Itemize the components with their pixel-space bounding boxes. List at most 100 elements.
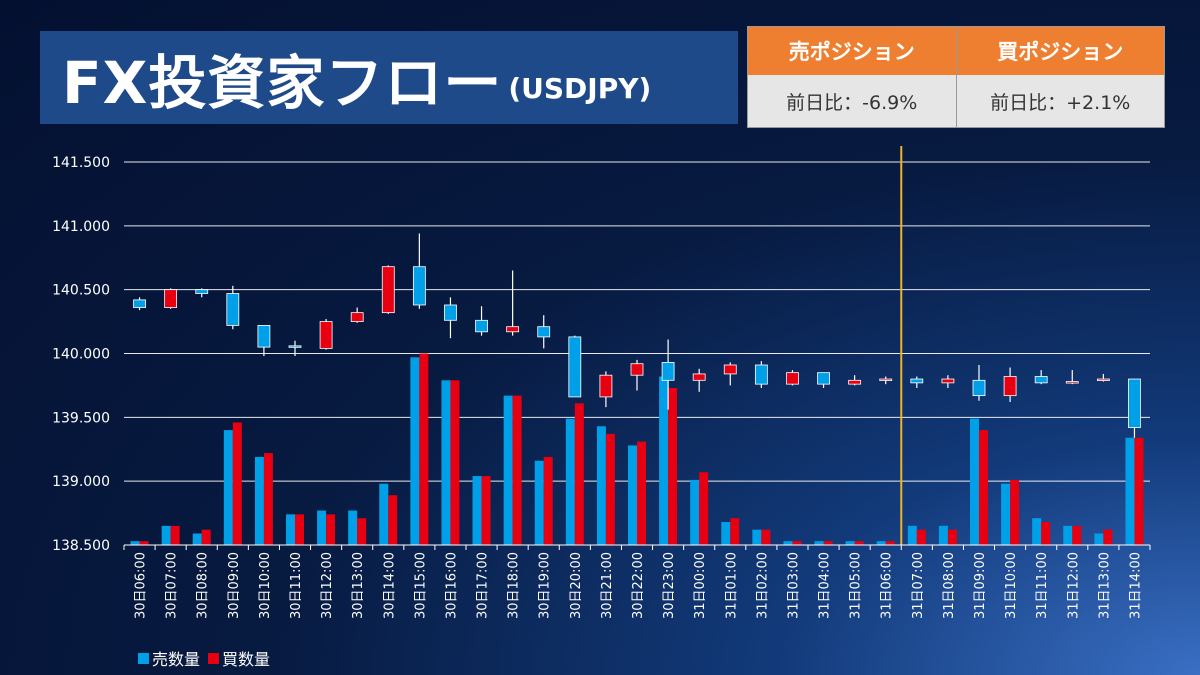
candle-body bbox=[661, 362, 675, 381]
buy-volume-bar bbox=[668, 387, 678, 545]
y-tick-label: 138.500 bbox=[52, 538, 110, 554]
sell-volume-bar bbox=[286, 514, 295, 545]
legend-sell-label: 売数量 bbox=[152, 650, 201, 669]
buy-position-column: 買ポジション 前日比：+2.1% bbox=[955, 27, 1164, 127]
buy-volume-bar bbox=[263, 453, 273, 545]
candle-body bbox=[910, 378, 924, 384]
candle-body bbox=[723, 364, 737, 375]
buy-volume-bar bbox=[1134, 437, 1144, 545]
y-tick-label: 140.500 bbox=[52, 283, 110, 299]
buy-volume-bar bbox=[419, 353, 429, 545]
x-tick-label: 31日08:00 bbox=[942, 552, 957, 619]
sell-volume-bar bbox=[845, 541, 855, 545]
x-tick-label: 31日01:00 bbox=[724, 552, 739, 619]
buy-volume-bar bbox=[357, 518, 367, 545]
candle-body bbox=[692, 373, 706, 381]
sell-volume-bar bbox=[565, 418, 575, 545]
sell-volume-bar bbox=[659, 376, 669, 545]
candle-body bbox=[1096, 378, 1110, 381]
y-tick-label: 141.000 bbox=[52, 219, 110, 235]
buy-volume-bar bbox=[388, 495, 398, 545]
sell-volume-bar bbox=[752, 529, 762, 545]
position-table: 売ポジション 前日比：-6.9% 買ポジション 前日比：+2.1% bbox=[747, 26, 1165, 128]
candle-body bbox=[1065, 381, 1079, 384]
buy-volume-bar bbox=[947, 529, 957, 545]
buy-volume-bar bbox=[450, 380, 460, 545]
sell-volume-bar bbox=[441, 380, 451, 545]
sell-volume-bar bbox=[1032, 518, 1042, 545]
x-tick-label: 31日11:00 bbox=[1035, 552, 1050, 619]
candle-body bbox=[350, 312, 364, 322]
buy-volume-bar bbox=[885, 541, 895, 545]
x-tick-label: 30日11:00 bbox=[289, 552, 304, 619]
candle-body bbox=[599, 374, 613, 398]
candle-body bbox=[381, 266, 395, 314]
sell-volume-bar bbox=[1063, 525, 1073, 545]
sell-volume-bar bbox=[472, 476, 482, 545]
sell-volume-bar bbox=[161, 525, 171, 545]
sell-volume-bar bbox=[503, 395, 513, 545]
candle-body bbox=[288, 345, 302, 348]
candle-body bbox=[412, 266, 426, 306]
x-tick-label: 30日19:00 bbox=[538, 552, 553, 619]
candle-body bbox=[319, 321, 333, 349]
buy-volume-bar bbox=[295, 514, 304, 545]
candle-body bbox=[568, 336, 582, 398]
sell-position-column: 売ポジション 前日比：-6.9% bbox=[748, 27, 956, 127]
candle-body bbox=[475, 319, 488, 333]
sell-volume-bar bbox=[876, 541, 886, 545]
candle-body bbox=[786, 372, 799, 385]
x-tick-label: 31日02:00 bbox=[755, 552, 770, 619]
x-tick-label: 31日12:00 bbox=[1066, 552, 1081, 619]
sell-position-change: 前日比：-6.9% bbox=[748, 75, 956, 127]
candle-body bbox=[195, 289, 209, 294]
buy-volume-bar bbox=[512, 395, 522, 545]
chart-legend: 売数量 買数量 bbox=[138, 646, 270, 670]
buy-volume-bar bbox=[170, 525, 180, 545]
candle-body bbox=[879, 378, 893, 381]
buy-volume-bar bbox=[543, 456, 553, 545]
buy-volume-bar bbox=[139, 541, 149, 545]
x-tick-label: 31日14:00 bbox=[1128, 552, 1143, 619]
candle-body bbox=[257, 325, 271, 348]
x-tick-label: 30日06:00 bbox=[134, 552, 149, 619]
candle-body bbox=[941, 378, 955, 384]
sell-volume-bar bbox=[938, 525, 948, 545]
x-tick-label: 31日10:00 bbox=[1004, 552, 1019, 619]
buy-volume-bar bbox=[1103, 529, 1113, 545]
x-tick-label: 30日10:00 bbox=[258, 552, 273, 619]
x-tick-label: 30日13:00 bbox=[351, 552, 366, 619]
sell-volume-bar bbox=[721, 522, 731, 545]
candle-body bbox=[1034, 376, 1048, 384]
candle-body bbox=[226, 293, 240, 326]
x-tick-label: 31日09:00 bbox=[973, 552, 988, 619]
buy-volume-bar bbox=[916, 529, 926, 545]
candle-body bbox=[1128, 378, 1141, 428]
y-tick-label: 139.500 bbox=[52, 410, 110, 426]
x-tick-label: 30日07:00 bbox=[165, 552, 180, 619]
legend-buy-swatch bbox=[208, 652, 220, 664]
x-tick-label: 30日22:00 bbox=[631, 552, 646, 619]
sell-volume-bar bbox=[814, 541, 824, 545]
sell-volume-bar bbox=[783, 541, 793, 545]
x-tick-label: 30日09:00 bbox=[227, 552, 242, 619]
buy-volume-bar bbox=[481, 476, 491, 545]
buy-volume-bar bbox=[792, 541, 802, 545]
x-tick-label: 30日17:00 bbox=[476, 552, 491, 619]
buy-volume-bar bbox=[574, 403, 584, 545]
sell-volume-bar bbox=[1125, 437, 1135, 545]
sell-volume-bar bbox=[410, 357, 420, 545]
x-tick-label: 31日04:00 bbox=[818, 552, 833, 619]
candle-body bbox=[506, 326, 520, 333]
buy-volume-bar bbox=[1072, 525, 1082, 545]
candle-body bbox=[817, 372, 830, 385]
buy-position-change: 前日比：+2.1% bbox=[956, 75, 1164, 127]
x-tick-label: 31日00:00 bbox=[693, 552, 708, 619]
candle-body bbox=[444, 304, 457, 321]
x-tick-label: 31日06:00 bbox=[880, 552, 895, 619]
buy-volume-bar bbox=[823, 541, 833, 545]
candle-body bbox=[537, 326, 551, 338]
sell-volume-bar bbox=[970, 418, 979, 545]
buy-volume-bar bbox=[326, 514, 336, 545]
